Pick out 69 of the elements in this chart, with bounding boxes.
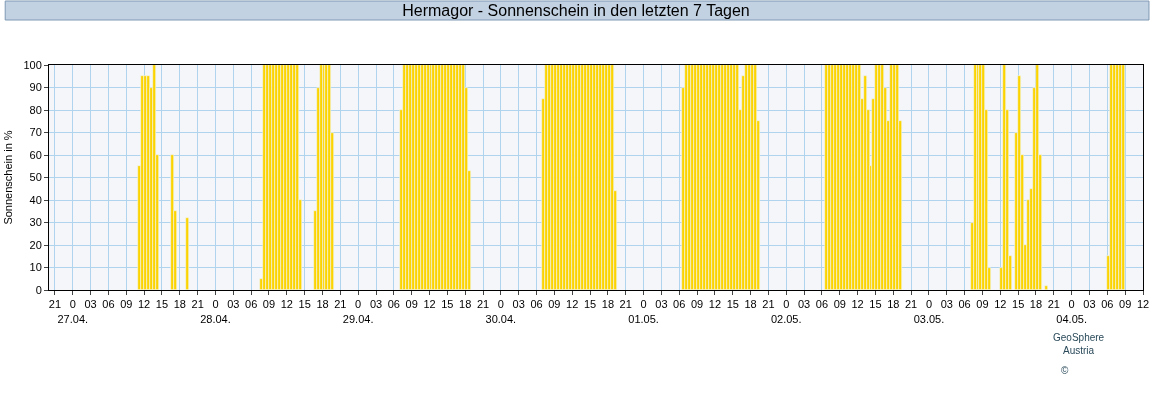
x-tick-label: 03: [940, 298, 953, 311]
x-tick-label: 06: [102, 298, 115, 311]
x-tick-label: 03: [512, 298, 525, 311]
x-tick-label: 21: [619, 298, 632, 311]
x-tick-label: 06: [673, 298, 686, 311]
x-tick-label: 15: [869, 298, 882, 311]
x-tick-label: 12: [851, 298, 864, 311]
x-tick-label: 03: [655, 298, 668, 311]
x-tick-label: 09: [405, 298, 418, 311]
y-tick-label: 60: [29, 148, 42, 161]
x-tick-label: 03: [797, 298, 811, 311]
x-tick-label: 21: [1047, 298, 1060, 311]
x-tick-label: 21: [334, 298, 347, 311]
x-tick-label: 21: [904, 298, 918, 311]
x-tick-label: 09: [120, 298, 133, 311]
x-tick-label: 18: [459, 298, 472, 311]
x-tick-label: 03: [369, 298, 383, 311]
text: GeoSphere Austria: [1053, 332, 1105, 356]
x-tick-label: 18: [887, 298, 900, 311]
x-tick-label: 18: [173, 298, 186, 311]
x-tick-label: 12: [423, 298, 436, 311]
x-tick-label: 21: [762, 298, 775, 311]
x-tick-label: 18: [1029, 298, 1043, 311]
x-tick-label: 18: [744, 298, 757, 311]
x-tick-label: 15: [583, 298, 597, 311]
x-tick-label: 06: [815, 298, 829, 311]
x-tick-label: 12: [1136, 298, 1150, 311]
x-tick-label: 03: [1083, 298, 1096, 311]
x-tick-label: 18: [316, 298, 329, 311]
x-tick-label: 09: [262, 298, 276, 311]
x-tick-label: 21: [476, 298, 490, 311]
x-tick-label: 12: [994, 298, 1007, 311]
x-tick-label: 06: [1101, 298, 1114, 311]
y-tick-label: 40: [29, 193, 42, 206]
x-tick-label: 06: [530, 298, 543, 311]
x-tick-label: 15: [726, 298, 739, 311]
x-tick-label: 09: [548, 298, 561, 311]
y-tick-label: 10: [29, 261, 42, 274]
x-tick-label: 15: [441, 298, 454, 311]
x-tick-label: 06: [245, 298, 258, 311]
x-tick-label: 03: [84, 298, 97, 311]
x-tick-label: 12: [566, 298, 579, 311]
y-tick-label: 50: [29, 171, 42, 184]
x-tick-label: 18: [601, 298, 615, 311]
x-tick-label: 03: [227, 298, 240, 311]
x-tick-label: 12: [138, 298, 151, 311]
x-tick-label: 06: [958, 298, 971, 311]
x-tick-label: 09: [976, 298, 989, 311]
x-tick-label: 15: [1012, 298, 1025, 311]
x-tick-label: 21: [191, 298, 204, 311]
x-tick-label: 12: [280, 298, 293, 311]
y-tick-label: 90: [29, 81, 42, 94]
y-tick-label: 100: [23, 58, 42, 71]
x-tick-label: 21: [48, 298, 62, 311]
y-tick-label: 20: [29, 238, 42, 251]
x-tick-label: 09: [1119, 298, 1132, 311]
y-tick-label: 30: [29, 216, 42, 229]
x-tick-label: 09: [690, 298, 704, 311]
x-tick-label: 15: [155, 298, 169, 311]
y-tick-label: 70: [29, 126, 42, 139]
chart-title: Hermagor - Sonnenschein in den letzten 7 Tagen: [402, 1, 750, 19]
x-tick-label: 12: [708, 298, 722, 311]
y-tick-label: 80: [29, 103, 42, 116]
text: ©: [1061, 365, 1069, 376]
x-tick-label: 06: [387, 298, 400, 311]
y-axis-title: Sonnenschein in %: [2, 130, 15, 225]
y-tick-label: 0: [35, 283, 42, 296]
x-tick-label: 15: [298, 298, 311, 311]
x-tick-label: 09: [833, 298, 846, 311]
